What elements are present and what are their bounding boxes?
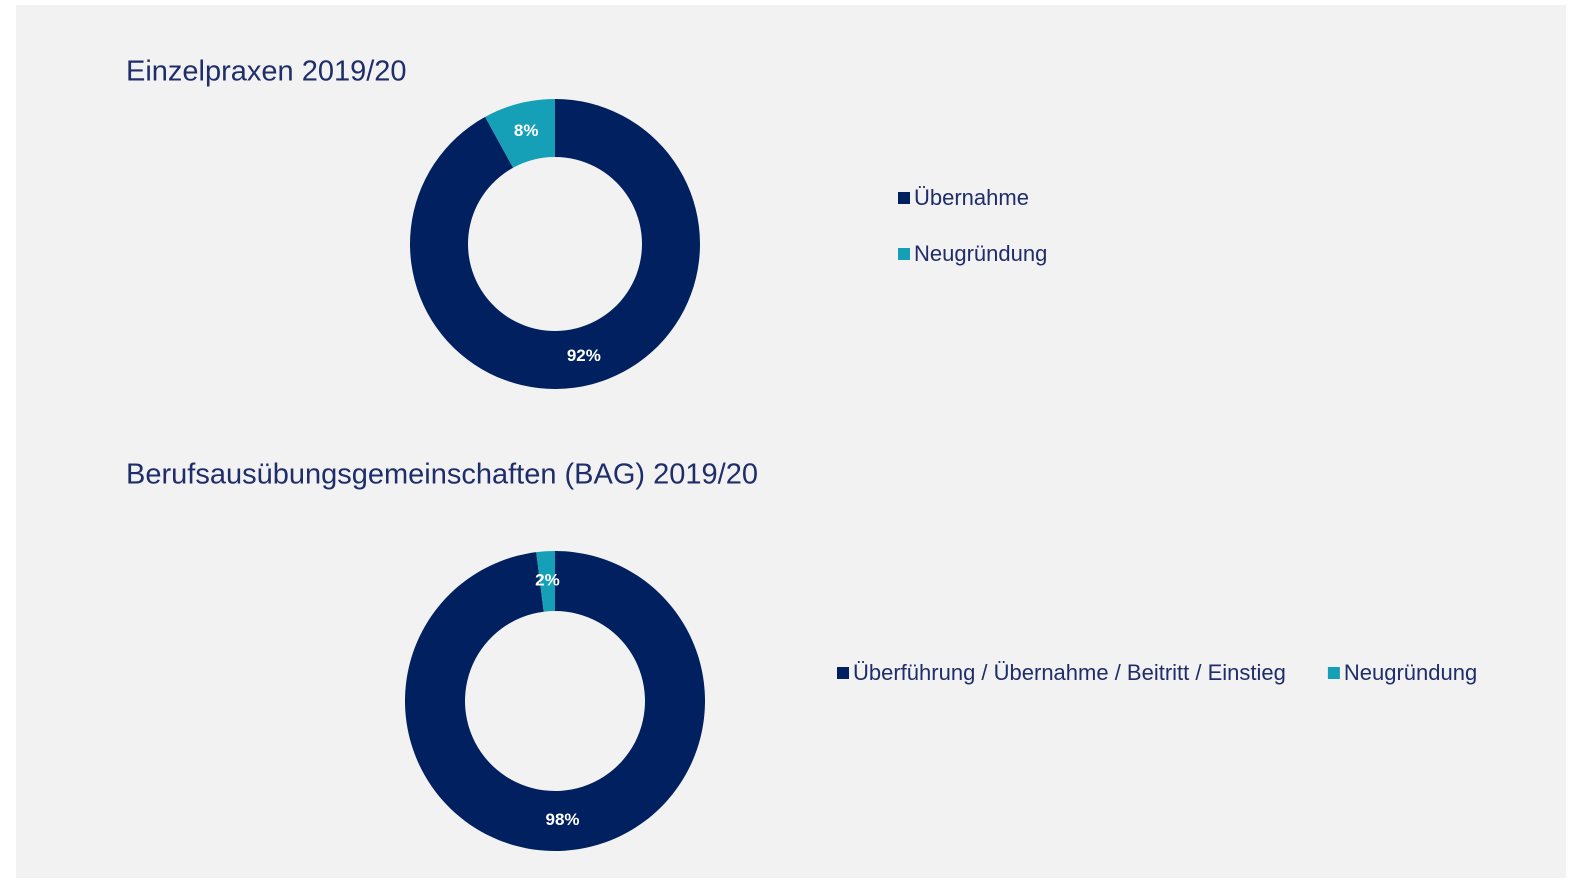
legend-label: Übernahme <box>914 185 1029 210</box>
value-label: 2% <box>535 571 560 590</box>
slice <box>536 551 555 612</box>
legend-label: Neugründung <box>914 241 1047 266</box>
legend-label: Überführung / Übernahme / Beitritt / Ein… <box>853 660 1286 685</box>
value-label: 92% <box>567 346 601 365</box>
slice <box>405 551 706 851</box>
legend-swatch <box>1327 667 1340 679</box>
chart-title: Einzelpraxen 2019/20 <box>126 56 407 88</box>
legend-label: Neugründung <box>1344 660 1477 685</box>
value-label: 8% <box>514 121 539 140</box>
slice <box>485 99 555 168</box>
legend-swatch <box>898 248 910 260</box>
background <box>16 5 1566 878</box>
legend-swatch <box>837 667 849 679</box>
value-label: 98% <box>546 810 580 829</box>
legend-swatch <box>898 192 910 204</box>
slice <box>410 99 700 389</box>
chart-title: Berufsausübungsgemeinschaften (BAG) 2019… <box>126 459 758 491</box>
